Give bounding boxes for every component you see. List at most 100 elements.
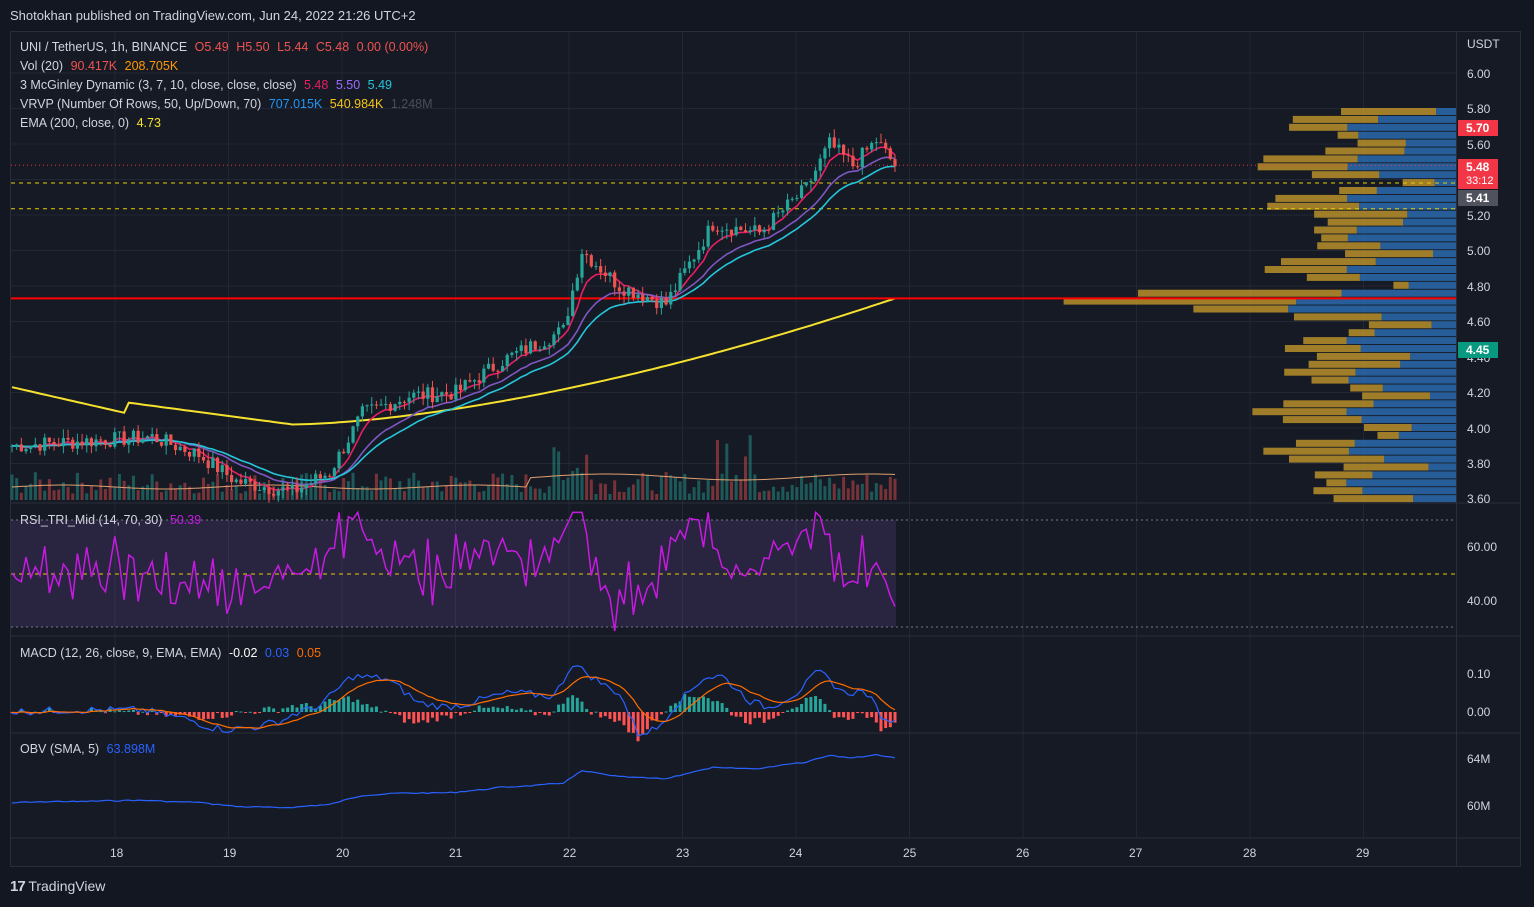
vp-up-bar bbox=[1346, 479, 1456, 487]
macd-hist-bar bbox=[697, 697, 701, 712]
macd-hist-bar bbox=[608, 712, 612, 719]
candle-body bbox=[365, 405, 369, 407]
macd-hist-bar bbox=[416, 712, 420, 723]
macd-hist-bar bbox=[323, 701, 327, 712]
candle-body bbox=[412, 392, 416, 398]
volume-bar bbox=[463, 482, 467, 500]
date-tick: 25 bbox=[903, 846, 917, 860]
candle-body bbox=[599, 266, 603, 273]
candle-body bbox=[631, 287, 635, 298]
vp-up-bar bbox=[1379, 171, 1456, 179]
legend-macd-v2: 0.03 bbox=[264, 646, 290, 660]
volume-bar bbox=[631, 484, 635, 500]
candle-body bbox=[131, 430, 136, 440]
macd-hist-bar bbox=[524, 710, 528, 712]
volume-bar bbox=[711, 485, 715, 500]
candle-body bbox=[421, 391, 425, 399]
macd-hist-bar bbox=[552, 711, 556, 713]
volume-bar bbox=[851, 480, 855, 500]
candle-body bbox=[557, 327, 561, 335]
legend-symbol: UNI / TetherUS, 1h, BINANCE bbox=[20, 40, 188, 54]
macd-hist-bar bbox=[402, 712, 406, 723]
candle-body bbox=[804, 182, 808, 186]
candle-body bbox=[225, 465, 229, 476]
volume-bar bbox=[617, 491, 621, 500]
macd-hist-bar bbox=[136, 712, 140, 715]
candle-body bbox=[122, 431, 126, 445]
candle-body bbox=[426, 387, 430, 399]
macd-hist-bar bbox=[734, 712, 738, 717]
macd-hist-bar bbox=[823, 703, 827, 712]
candle-body bbox=[865, 147, 869, 150]
candle-body bbox=[454, 384, 458, 400]
candle-body bbox=[823, 148, 827, 159]
candle-body bbox=[229, 475, 234, 483]
candle-body bbox=[407, 397, 411, 403]
vp-up-bar bbox=[1413, 495, 1456, 503]
vp-up-bar bbox=[1347, 194, 1456, 202]
legend-vol-v1: 90.417K bbox=[70, 59, 118, 73]
vp-down-bar bbox=[1316, 352, 1411, 360]
vp-up-bar bbox=[1296, 297, 1456, 305]
volume-bar bbox=[846, 488, 850, 500]
legend-obv-v1: 63.898M bbox=[106, 742, 156, 756]
volume-bar bbox=[519, 492, 523, 500]
candle-body bbox=[687, 261, 692, 269]
macd-hist-bar bbox=[529, 709, 533, 712]
volume-bar bbox=[758, 492, 762, 500]
candle-body bbox=[136, 430, 140, 443]
macd-hist-bar bbox=[879, 712, 883, 732]
volume-bar bbox=[52, 490, 56, 500]
macd-hist-bar bbox=[281, 708, 285, 712]
volume-bar bbox=[435, 481, 439, 500]
price-tick: 6.00 bbox=[1467, 67, 1491, 81]
macd-hist-bar bbox=[673, 703, 677, 712]
macd-hist-bar bbox=[262, 707, 266, 712]
macd-hist-bar bbox=[430, 712, 434, 718]
candle-body bbox=[370, 404, 374, 406]
macd-hist-bar bbox=[585, 708, 589, 712]
vp-down-bar bbox=[1263, 447, 1349, 455]
vp-up-bar bbox=[1347, 234, 1456, 242]
vp-up-bar bbox=[1381, 313, 1456, 321]
volume-bar bbox=[24, 485, 28, 500]
legend-rsi-v1: 50.39 bbox=[169, 513, 202, 527]
volume-bar bbox=[762, 490, 766, 500]
rsi-tick: 40.00 bbox=[1467, 594, 1498, 608]
vp-up-bar bbox=[1404, 147, 1456, 155]
candle-body bbox=[38, 444, 42, 451]
vp-up-bar bbox=[1382, 384, 1456, 392]
candle-body bbox=[543, 346, 547, 350]
vp-up-bar bbox=[1376, 187, 1456, 194]
volume-bar bbox=[351, 472, 355, 500]
macd-hist-bar bbox=[496, 707, 500, 712]
tradingview-logo[interactable]: 17 TradingView bbox=[10, 878, 105, 895]
volume-bar bbox=[421, 486, 425, 500]
vp-down-bar bbox=[1282, 416, 1362, 424]
price-tick: 5.20 bbox=[1467, 209, 1491, 223]
candle-body bbox=[24, 448, 28, 452]
legend-mcginley-v1: 5.48 bbox=[303, 78, 329, 92]
volume-bar bbox=[38, 479, 42, 500]
macd-hist-bar bbox=[356, 699, 360, 712]
volume-bar bbox=[748, 435, 752, 500]
macd-hist-bar bbox=[253, 712, 257, 714]
macd-hist-bar bbox=[678, 701, 682, 712]
candle-body bbox=[533, 341, 537, 350]
volume-bar bbox=[89, 485, 93, 500]
macd-hist-bar bbox=[832, 712, 836, 718]
macd-hist-bar bbox=[645, 712, 649, 730]
legend-vrvp-v3: 1.248M bbox=[390, 97, 433, 111]
candle-body bbox=[318, 474, 322, 479]
vp-up-bar bbox=[1410, 352, 1456, 360]
volume-bar bbox=[743, 456, 747, 500]
candle-body bbox=[711, 225, 715, 231]
candle-body bbox=[379, 404, 383, 406]
ema200-line bbox=[11, 297, 896, 426]
volume-bar bbox=[370, 490, 374, 500]
macd-hist-bar bbox=[837, 712, 841, 718]
candle-body bbox=[767, 229, 771, 231]
volume-bar bbox=[571, 471, 575, 500]
obv-tick: 60M bbox=[1467, 799, 1491, 813]
